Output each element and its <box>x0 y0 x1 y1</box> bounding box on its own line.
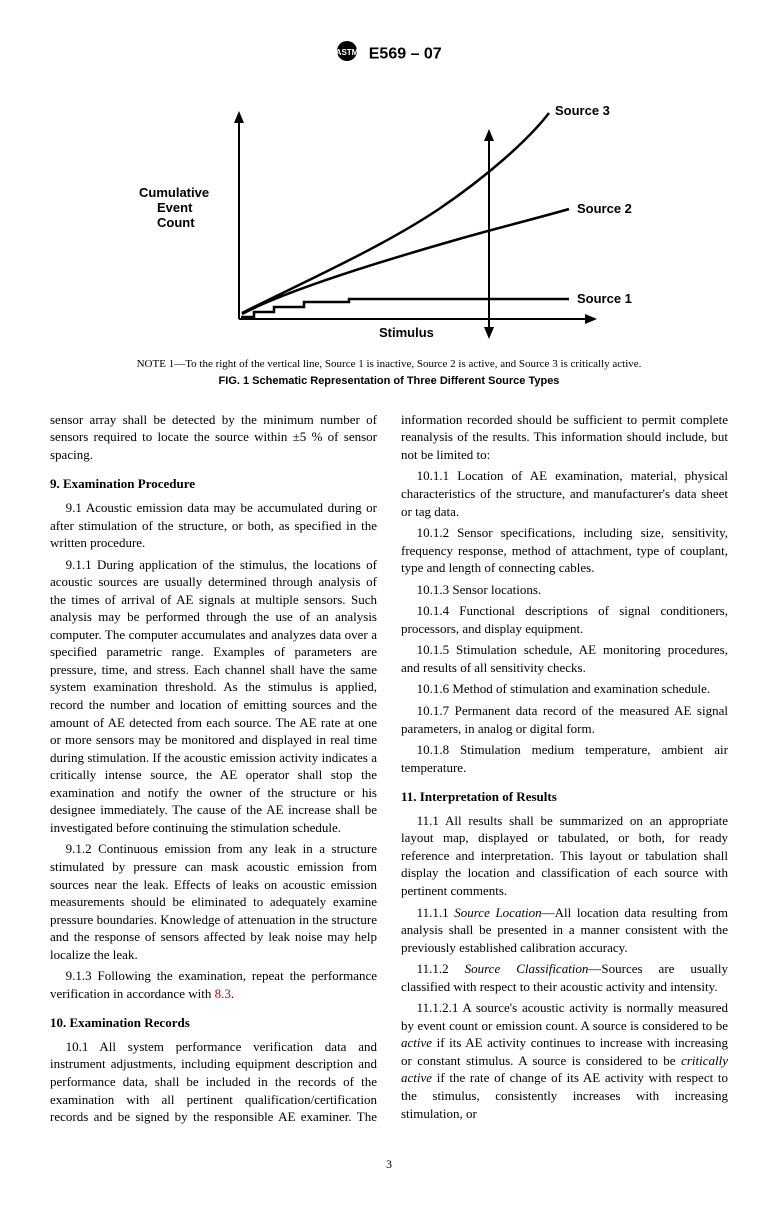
note-prefix: N <box>137 358 145 370</box>
figure-note: NOTE 1—To the right of the vertical line… <box>50 357 728 372</box>
standard-code: E569 – 07 <box>369 46 442 63</box>
para-11-1-1: 11.1.1 Source Location—All location data… <box>401 904 728 957</box>
para-11-1: 11.1 All results shall be summarized on … <box>401 812 728 900</box>
section-9-head: 9. Examination Procedure <box>50 475 377 493</box>
para-9-1-2: 9.1.2 Continuous emission from any leak … <box>50 840 377 963</box>
para-11-1-2: 11.1.2 Source Classification—Sources are… <box>401 960 728 995</box>
p1111a: 11.1.1 <box>417 905 455 920</box>
para-10-1-6: 10.1.6 Method of stimulation and examina… <box>401 680 728 698</box>
svg-text:Source 3: Source 3 <box>555 103 610 118</box>
para-10-1-4: 10.1.4 Functional descriptions of signal… <box>401 602 728 637</box>
svg-text:Source 1: Source 1 <box>577 291 632 306</box>
lead-para: sensor array shall be detected by the mi… <box>50 411 377 464</box>
svg-text:Event: Event <box>157 200 193 215</box>
para-11-1-2-1: 11.1.2.1 A source's acoustic activity is… <box>401 999 728 1122</box>
section-11-head: 11. Interpretation of Results <box>401 788 728 806</box>
svg-text:Source 2: Source 2 <box>577 201 632 216</box>
svg-text:Count: Count <box>157 215 195 230</box>
page-header: ASTM E569 – 07 <box>50 40 728 69</box>
section-10-head: 10. Examination Records <box>50 1014 377 1032</box>
svg-text:ASTM: ASTM <box>336 48 358 57</box>
note-text: 1—To the right of the vertical line, Sou… <box>166 358 641 370</box>
para-9-1: 9.1 Acoustic emission data may be accumu… <box>50 499 377 552</box>
note-prefix2: OTE <box>145 358 166 370</box>
p913c: . <box>231 986 234 1001</box>
para-10-1-2: 10.1.2 Sensor specifications, including … <box>401 524 728 577</box>
body-columns: sensor array shall be detected by the mi… <box>50 411 728 1126</box>
para-10-1-5: 10.1.5 Stimulation schedule, AE monitori… <box>401 641 728 676</box>
p11121c: if its AE activity continues to increase… <box>401 1035 728 1068</box>
svg-text:Cumulative: Cumulative <box>139 185 209 200</box>
para-9-1-3: 9.1.3 Following the examination, repeat … <box>50 967 377 1002</box>
figure-title: FIG. 1 Schematic Representation of Three… <box>50 374 728 389</box>
p11121e: if the rate of change of its AE activity… <box>401 1070 728 1120</box>
p1112a: 11.1.2 <box>417 961 465 976</box>
p1112b: Source Classification <box>465 961 589 976</box>
astm-logo-icon: ASTM <box>336 40 358 69</box>
p913a: 9.1.3 Following the examination, repeat … <box>50 968 377 1001</box>
p913b-ref: 8.3 <box>215 986 231 1001</box>
page-number: 3 <box>50 1156 728 1172</box>
svg-text:Stimulus: Stimulus <box>379 325 434 340</box>
p11121b: active <box>401 1035 432 1050</box>
figure-1: Cumulative Event Count Source 1 Source 2… <box>50 89 728 389</box>
p11121a: 11.1.2.1 A source's acoustic activity is… <box>401 1000 728 1033</box>
para-9-1-1: 9.1.1 During application of the stimulus… <box>50 556 377 837</box>
para-10-1-1: 10.1.1 Location of AE examination, mater… <box>401 467 728 520</box>
p1111b: Source Location <box>454 905 541 920</box>
figure-svg: Cumulative Event Count Source 1 Source 2… <box>129 89 649 349</box>
para-10-1-8: 10.1.8 Stimulation medium temperature, a… <box>401 741 728 776</box>
para-10-1-7: 10.1.7 Permanent data record of the meas… <box>401 702 728 737</box>
para-10-1-3: 10.1.3 Sensor locations. <box>401 581 728 599</box>
